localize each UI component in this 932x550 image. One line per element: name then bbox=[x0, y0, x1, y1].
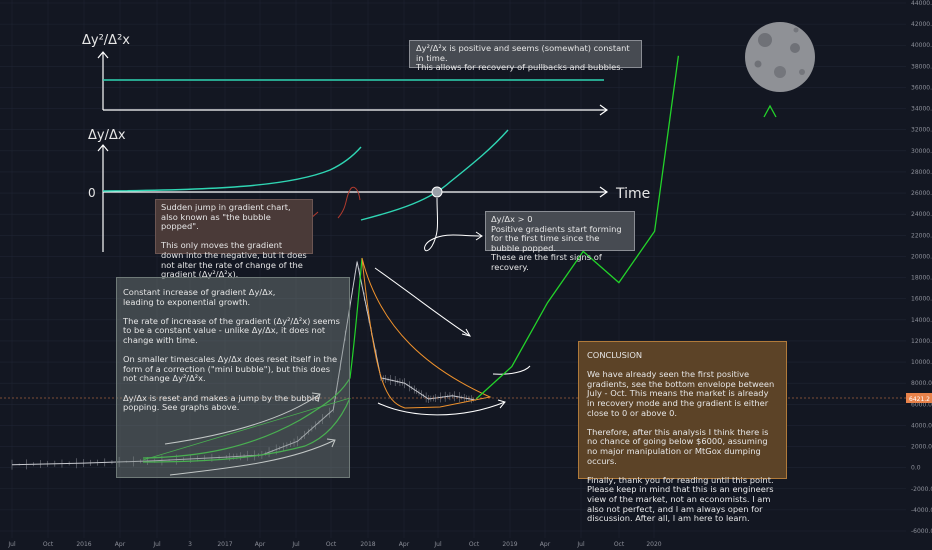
note-recovery: Δy/Δx > 0 Positive gradients start formi… bbox=[485, 211, 635, 272]
zero-label: 0 bbox=[88, 186, 96, 200]
down-arrow-upper bbox=[374, 267, 471, 337]
envelope-lower bbox=[142, 397, 351, 463]
y-tick-label: 12000.0 bbox=[911, 338, 932, 345]
y-tick-label: 32000.0 bbox=[911, 127, 932, 134]
y-tick-label: 26000.0 bbox=[911, 190, 932, 197]
price-axis: 44000.0 42000.0 40000.0 38000.0 36000.0 34000… bbox=[911, 0, 932, 535]
y-tick-label: 14000.0 bbox=[911, 317, 932, 324]
y-tick-label: 24000.0 bbox=[911, 211, 932, 218]
growth-arrow-2-head bbox=[326, 438, 336, 448]
time-axis: Jul Oct 2016 Apr Jul 3 2017 Apr Jul Oct 2018 Apr Jul… bbox=[7, 541, 661, 548]
y-tick-label: 42000.0 bbox=[911, 21, 932, 28]
growth-arrow-1 bbox=[164, 393, 321, 445]
first-derivative-label: Δy/Δx bbox=[88, 128, 126, 143]
projection-arrowhead bbox=[763, 104, 777, 118]
down-arrow-upper-head bbox=[461, 328, 472, 337]
x-tick-label: Oct bbox=[326, 541, 337, 548]
price-tag bbox=[906, 393, 932, 403]
x-tick-label: Jul bbox=[7, 541, 16, 548]
price-tag-text: 6421.2 bbox=[909, 396, 930, 403]
top-x-arrowhead bbox=[599, 104, 609, 116]
x-tick-label: Oct bbox=[469, 541, 480, 548]
y-tick-label: 40000.0 bbox=[911, 42, 932, 49]
note-conclusion: CONCLUSION We have already seen the firs… bbox=[578, 341, 787, 523]
gradient-curve-before bbox=[102, 146, 362, 192]
top-y-arrowhead bbox=[97, 51, 109, 59]
price-series-line bbox=[11, 261, 477, 466]
mid-y-arrowhead bbox=[97, 144, 109, 152]
note-exponential-growth: Constant increase of gradient Δy/Δx, lea… bbox=[116, 277, 350, 478]
y-tick-label: 10000.0 bbox=[911, 359, 932, 366]
x-tick-label: Oct bbox=[614, 541, 625, 548]
y-tick-label: 22000.0 bbox=[911, 232, 932, 239]
x-tick-label: Jul bbox=[291, 541, 300, 548]
x-tick-label: Apr bbox=[255, 541, 266, 548]
note-second-derivative: Δy²/Δ²x is positive and seems (somewhat)… bbox=[409, 40, 642, 72]
drop-arrow bbox=[337, 186, 361, 219]
x-tick-label: Apr bbox=[540, 541, 551, 548]
y-tick-label: 28000.0 bbox=[911, 169, 932, 176]
x-tick-label: Jul bbox=[576, 541, 585, 548]
first-derivative-diagram: Δy/Δx 0 Time bbox=[88, 128, 650, 252]
y-tick-label: 30000.0 bbox=[911, 148, 932, 155]
growth-arrow-2 bbox=[169, 439, 336, 476]
envelope-upper bbox=[142, 257, 363, 459]
second-derivative-diagram: Δy²/Δ²x bbox=[82, 33, 609, 116]
y-tick-label: 36000.0 bbox=[911, 84, 932, 91]
y-tick-label: 34000.0 bbox=[911, 106, 932, 113]
price-region: 6421.2 bbox=[0, 55, 932, 476]
y-tick-label: 4000.0 bbox=[911, 422, 932, 429]
y-tick-label: 2000.0 bbox=[911, 444, 932, 451]
x-tick-label: 2018 bbox=[360, 541, 375, 548]
y-tick-label: -4000.0 bbox=[911, 507, 932, 514]
x-tick-label: Jul bbox=[152, 541, 161, 548]
x-tick-label: 2016 bbox=[76, 541, 91, 548]
y-tick-label: -6000.0 bbox=[911, 528, 932, 535]
up-arrow-lower-head bbox=[497, 399, 506, 409]
y-tick-label: 44000.0 bbox=[911, 0, 932, 7]
x-tick-label: 2019 bbox=[502, 541, 517, 548]
zero-crossing-marker bbox=[431, 186, 443, 198]
y-tick-label: 0.0 bbox=[911, 465, 921, 472]
moon-icon bbox=[745, 22, 815, 92]
x-tick-label: Apr bbox=[115, 541, 126, 548]
y-tick-label: 16000.0 bbox=[911, 296, 932, 303]
x-tick-label: Apr bbox=[399, 541, 410, 548]
recovery-callout-arrow bbox=[424, 197, 483, 252]
y-tick-label: 18000.0 bbox=[911, 275, 932, 282]
post-wedge-arrow bbox=[492, 365, 531, 375]
projection-line bbox=[475, 55, 680, 400]
x-tick-label: 3 bbox=[188, 541, 192, 548]
second-derivative-label: Δy²/Δ²x bbox=[82, 33, 130, 48]
mid-x-arrowhead bbox=[599, 186, 609, 198]
x-tick-label: 2020 bbox=[646, 541, 661, 548]
y-tick-label: 20000.0 bbox=[911, 253, 932, 260]
recovery-callout-arrowhead bbox=[475, 231, 483, 241]
envelope-mid bbox=[142, 397, 351, 461]
time-label: Time bbox=[615, 186, 650, 202]
gradient-curve-after bbox=[360, 129, 509, 221]
x-tick-label: Oct bbox=[43, 541, 54, 548]
bear-wedge bbox=[361, 257, 492, 409]
growth-arrow-1-head bbox=[311, 392, 321, 403]
y-tick-label: 6000.0 bbox=[911, 401, 932, 408]
note-bubble-popped: Sudden jump in gradient chart, also know… bbox=[155, 199, 313, 279]
y-tick-label: 8000.0 bbox=[911, 380, 932, 387]
up-arrow-lower bbox=[377, 401, 506, 416]
x-tick-label: 2017 bbox=[217, 541, 232, 548]
y-tick-label: 38000.0 bbox=[911, 63, 932, 70]
x-tick-label: Jul bbox=[433, 541, 442, 548]
y-tick-label: -2000.0 bbox=[911, 486, 932, 493]
